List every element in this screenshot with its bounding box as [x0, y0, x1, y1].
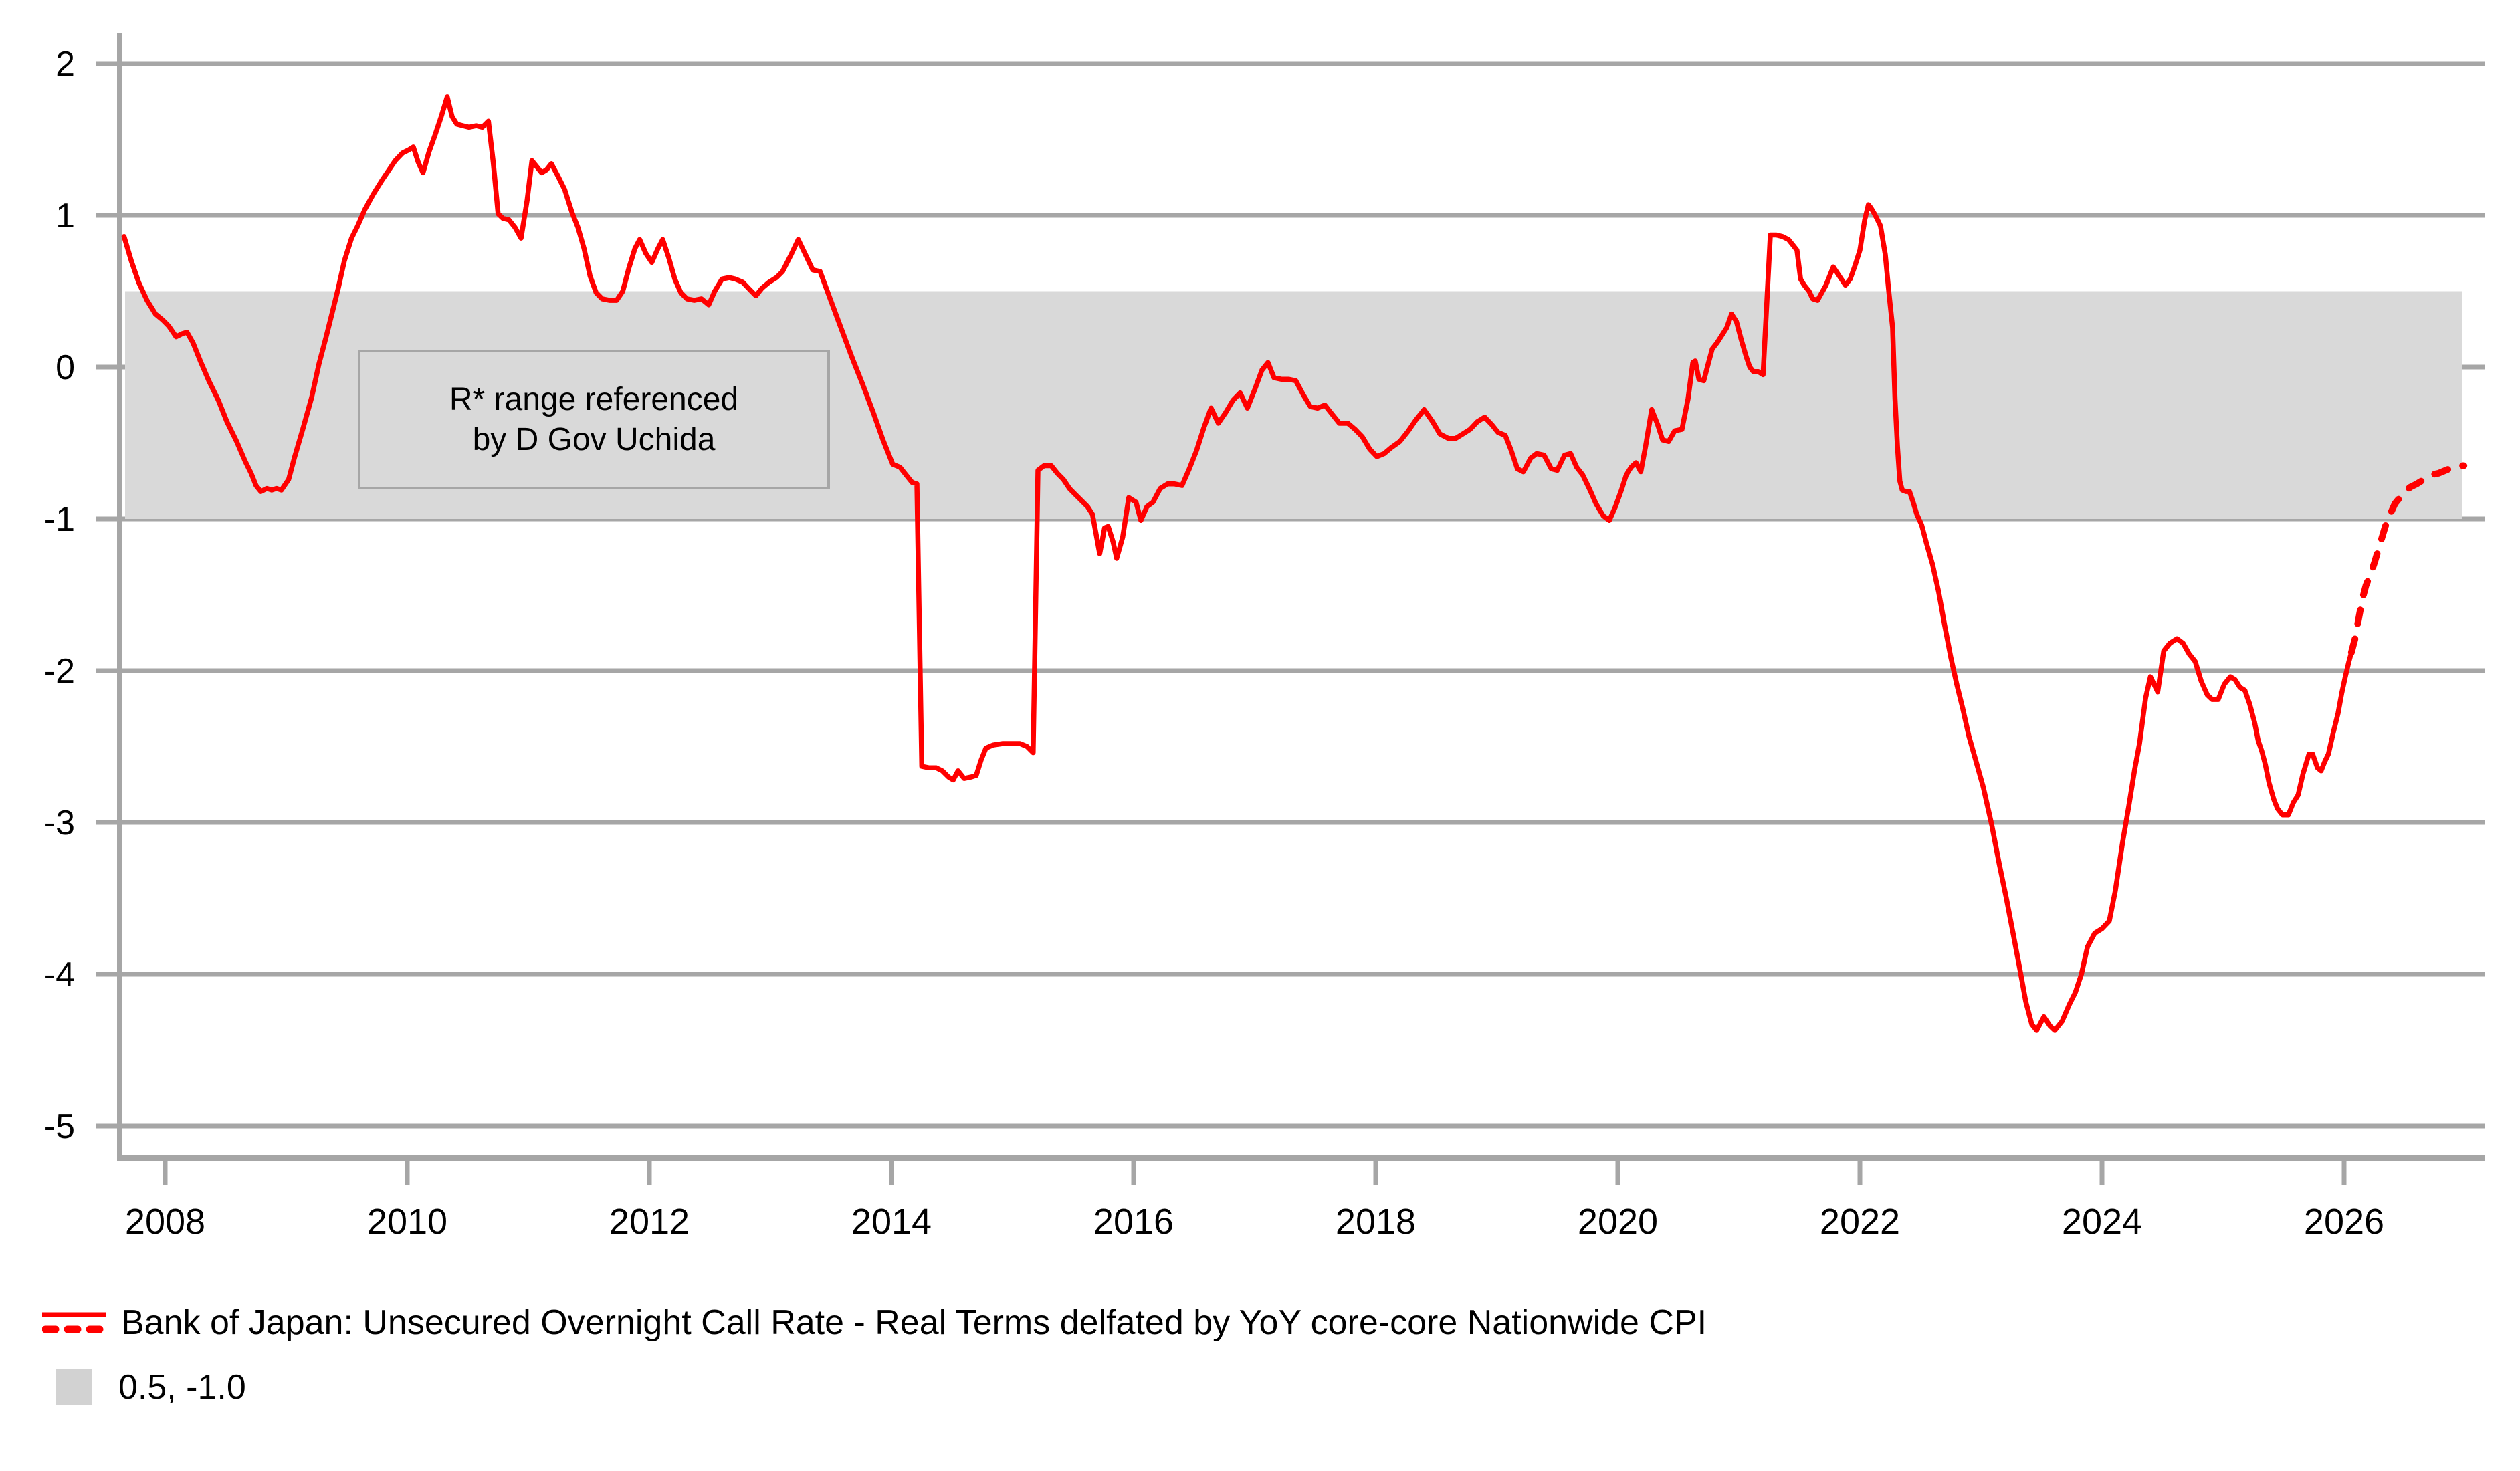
x-tick-label-2008: 2008: [125, 1202, 205, 1242]
red-line-legend-icon: [42, 1312, 106, 1333]
y-axis-spine: [117, 33, 122, 1161]
legend-label-band: 0.5, -1.0: [118, 1368, 246, 1407]
y-tick-label--1: -1: [44, 500, 75, 539]
gridlines: [120, 61, 2485, 1129]
x-tick-label-2024: 2024: [2062, 1202, 2142, 1242]
annotation-line2: by D Gov Uchida: [472, 421, 716, 457]
axis-labels: 2 1 0 -1 -2 -3 -4 -5 2008 2010 2012 2014 2016 2018 202…: [44, 45, 2384, 1242]
y-tick-label--2: -2: [44, 652, 75, 691]
x-tick-label-2018: 2018: [1336, 1202, 1416, 1242]
legend-item-band: 0.5, -1.0: [56, 1367, 246, 1407]
axes: [96, 33, 2485, 1185]
annotation-box: R* range referenced by D Gov Uchida: [358, 350, 830, 489]
y-tick-label--5: -5: [44, 1107, 75, 1146]
annotation-line1: R* range referenced: [449, 381, 739, 417]
call-rate-line-forecast-dashed: [2347, 462, 2468, 656]
x-tick-label-2010: 2010: [367, 1202, 447, 1242]
x-tick-label-2026: 2026: [2304, 1202, 2384, 1242]
legend-label-call-rate: Bank of Japan: Unsecured Overnight Call …: [121, 1303, 1707, 1342]
y-tick-label-2: 2: [56, 45, 75, 84]
y-tick-label--3: -3: [44, 804, 75, 842]
y-tick-label-1: 1: [56, 197, 75, 235]
call-rate-line-solid: [121, 94, 2354, 1033]
x-tick-label-2022: 2022: [1820, 1202, 1900, 1242]
x-tick-label-2014: 2014: [851, 1202, 932, 1242]
x-tick-label-2020: 2020: [1578, 1202, 1658, 1242]
x-tick-label-2016: 2016: [1093, 1202, 1174, 1242]
x-tick-label-2012: 2012: [609, 1202, 690, 1242]
y-tick-label-0: 0: [56, 348, 75, 387]
y-tick-label--4: -4: [44, 955, 75, 994]
x-axis-line: [117, 1155, 2485, 1161]
legend-item-call-rate: Bank of Japan: Unsecured Overnight Call …: [42, 1303, 1707, 1343]
gray-square-legend-icon: [56, 1369, 92, 1405]
